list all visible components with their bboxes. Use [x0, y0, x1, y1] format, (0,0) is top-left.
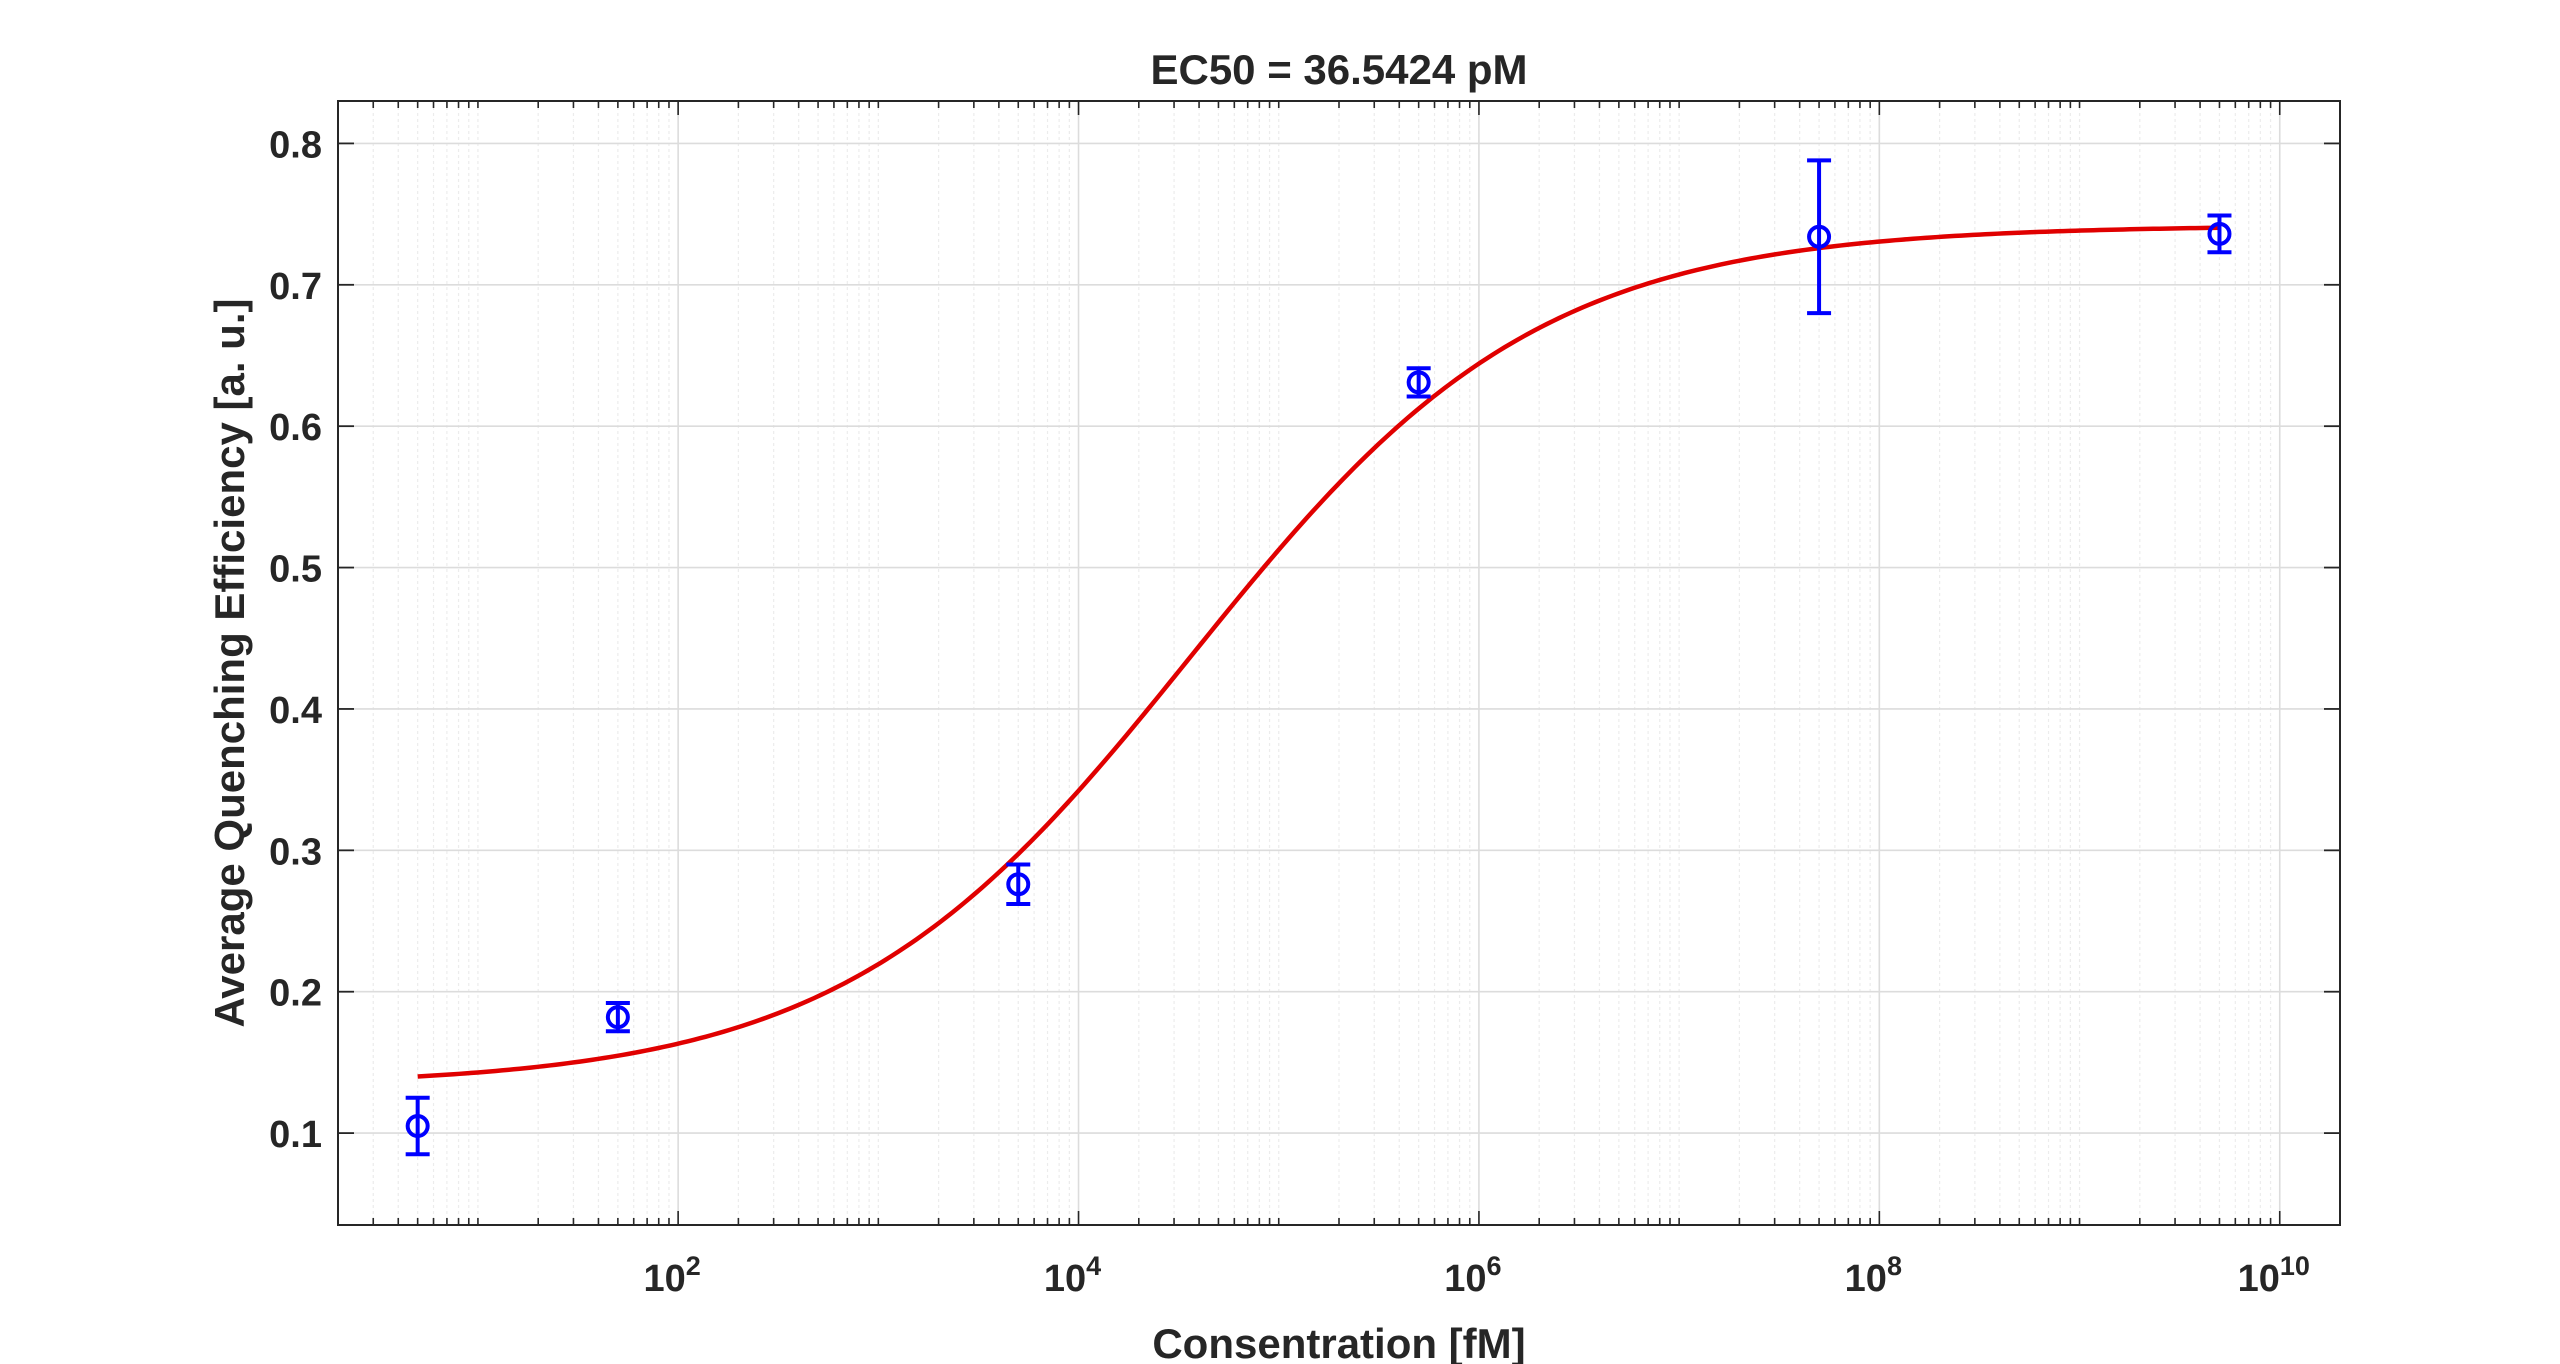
axis-ticks	[337, 101, 2341, 1225]
x-tick-label: 106	[1444, 1251, 1501, 1300]
y-axis-label: Average Quenching Efficiency [a. u.]	[206, 299, 253, 1028]
data-series	[405, 158, 2232, 1157]
data-marker	[2207, 221, 2232, 246]
x-tick-exponent: 8	[1887, 1251, 1902, 1281]
grid-lines	[337, 101, 2341, 1225]
data-marker	[605, 1005, 630, 1030]
x-tick-base: 10	[2238, 1258, 2280, 1300]
y-tick-label: 0.2	[269, 973, 322, 1015]
y-tick-label: 0.4	[269, 690, 322, 732]
x-tick-label: 104	[1044, 1251, 1101, 1300]
y-tick-label: 0.8	[269, 124, 322, 166]
y-tick-label: 0.5	[269, 549, 322, 591]
data-point	[1006, 862, 1031, 907]
x-tick-label: 102	[643, 1251, 700, 1300]
x-tick-base: 10	[1444, 1258, 1486, 1300]
x-tick-labels: 102 104 106 108 1010	[643, 1251, 2309, 1300]
chart-title: EC50 = 36.5424 pM	[1150, 46, 1527, 93]
x-axis-label: Consentration [fM]	[1152, 1320, 1525, 1364]
x-tick-base: 10	[1845, 1258, 1887, 1300]
x-tick-exponent: 2	[686, 1251, 701, 1281]
y-tick-label: 0.6	[269, 407, 322, 449]
data-point	[1406, 366, 1431, 399]
y-tick-label: 0.1	[269, 1114, 322, 1156]
fit-curve	[417, 225, 2220, 1079]
data-marker	[1006, 872, 1031, 897]
x-tick-base: 10	[1044, 1258, 1086, 1300]
x-tick-exponent: 10	[2280, 1251, 2310, 1281]
x-tick-exponent: 6	[1487, 1251, 1502, 1281]
data-marker	[1807, 224, 1832, 249]
y-tick-label: 0.7	[269, 266, 322, 308]
y-tick-label: 0.3	[269, 831, 322, 873]
x-tick-label: 108	[1845, 1251, 1902, 1300]
data-point	[405, 1095, 430, 1157]
x-tick-label: 1010	[2238, 1251, 2310, 1300]
data-point	[1807, 158, 1832, 316]
data-point	[605, 1001, 630, 1034]
data-marker	[405, 1114, 430, 1139]
data-point	[2207, 213, 2232, 255]
data-marker	[1406, 370, 1431, 395]
y-tick-labels: 0.1 0.2 0.3 0.4 0.5 0.6 0.7 0.8	[269, 124, 322, 1156]
x-tick-base: 10	[643, 1258, 685, 1300]
x-tick-exponent: 4	[1086, 1251, 1101, 1281]
